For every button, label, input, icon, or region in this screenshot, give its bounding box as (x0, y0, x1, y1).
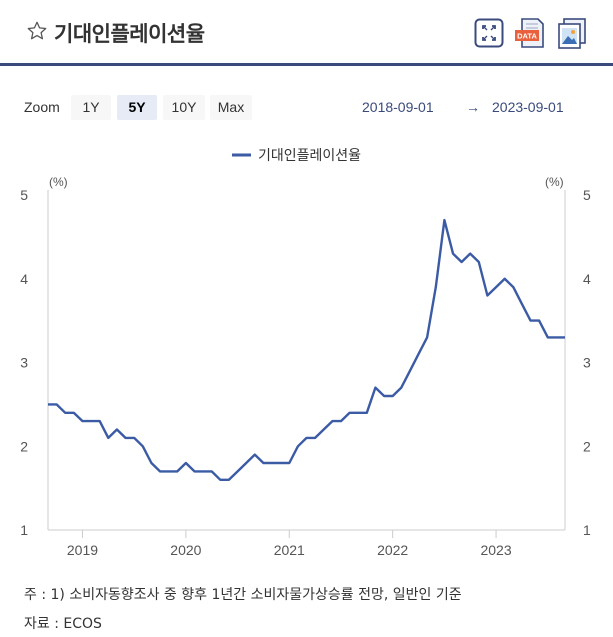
zoom-max-button[interactable]: Max (210, 95, 252, 120)
range-to-input[interactable]: 2023-09-01 (492, 99, 564, 115)
x-tick-label: 2019 (67, 542, 98, 558)
y-axis-unit-left: (%) (49, 175, 68, 189)
y-tick-label-right: 3 (583, 355, 591, 371)
y-tick-label-left: 2 (20, 438, 28, 454)
zoom-label: Zoom (24, 99, 60, 115)
y-tick-label-right: 4 (583, 271, 591, 287)
data-icon-label: DATA (517, 32, 537, 41)
y-tick-label-right: 2 (583, 438, 591, 454)
y-tick-label-right: 5 (583, 187, 591, 203)
series-line[interactable] (48, 218, 565, 481)
data-download-icon[interactable]: DATA (514, 17, 544, 49)
range-arrow: → (466, 99, 480, 115)
y-tick-label-right: 1 (583, 522, 591, 538)
source-note: 자료 : ECOS (24, 616, 102, 632)
zoom-1y-button[interactable]: 1Y (71, 95, 111, 120)
chart-header: 기대인플레이션율 DATA (0, 0, 613, 66)
x-tick-label: 2022 (377, 542, 408, 558)
legend[interactable]: 기대인플레이션율 (232, 148, 361, 164)
axes (47, 190, 566, 538)
fullscreen-icon[interactable] (474, 17, 504, 49)
zoom-toolbar: Zoom 1Y 5Y 10Y Max 2018-09-01 → 2023-09-… (0, 94, 613, 122)
y-tick-label-left: 5 (20, 187, 28, 203)
y-tick-label-left: 1 (20, 522, 28, 538)
series-group (48, 218, 565, 481)
x-tick-label: 2020 (170, 542, 201, 558)
tick-labels: 1 1 2 2 3 3 4 4 5 5 2019 2020 2021 2022 2023 (20, 187, 591, 558)
y-axis-unit-right: (%) (545, 175, 564, 189)
y-tick-label-left: 3 (20, 355, 28, 371)
range-from-input[interactable]: 2018-09-01 (362, 99, 434, 115)
star-icon[interactable] (26, 20, 48, 42)
page-title: 기대인플레이션율 (54, 22, 205, 46)
image-download-icon[interactable] (557, 17, 587, 49)
zoom-5y-button[interactable]: 5Y (117, 95, 157, 120)
legend-label: 기대인플레이션율 (258, 148, 361, 164)
x-tick-label: 2023 (480, 542, 511, 558)
y-tick-label-left: 4 (20, 271, 28, 287)
x-tick-label: 2021 (274, 542, 305, 558)
footnote: 주 : 1) 소비자동향조사 중 향후 1년간 소비자물가상승률 전망, 일반인… (24, 587, 462, 603)
zoom-10y-button[interactable]: 10Y (163, 95, 205, 120)
